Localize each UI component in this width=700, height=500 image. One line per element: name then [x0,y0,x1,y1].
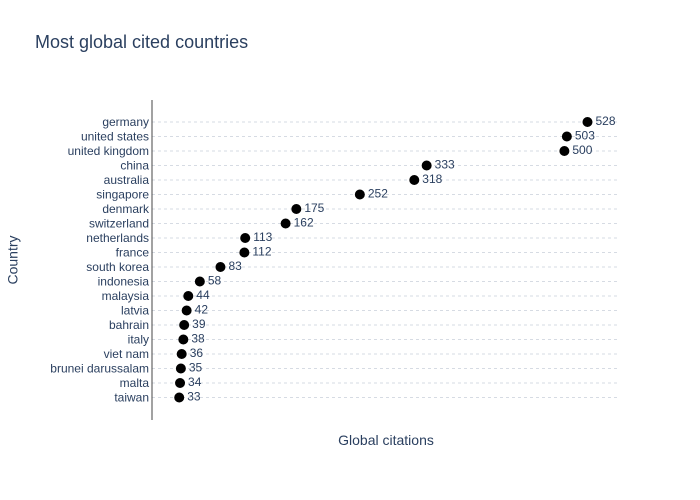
data-point[interactable] [179,320,190,330]
data-label: 503 [575,129,595,143]
data-point[interactable] [354,189,365,200]
data-label: 318 [422,172,442,186]
data-point[interactable] [215,262,226,272]
y-tick-label: france [116,246,150,260]
y-tick-label: taiwan [114,391,149,405]
data-label: 252 [368,187,388,201]
data-point[interactable] [582,117,593,127]
data-label: 175 [304,201,324,215]
y-tick-label: indonesia [98,275,150,289]
data-label: 33 [187,390,201,404]
data-point[interactable] [194,276,205,287]
gridlines [152,121,618,398]
data-label: 112 [252,245,271,259]
data-label: 333 [435,158,455,172]
y-tick-label: viet nam [104,347,149,361]
data-label: 39 [192,317,206,331]
data-point[interactable] [175,363,186,374]
data-point[interactable] [409,175,420,185]
data-label: 162 [294,216,314,230]
y-tick-label: switzerland [89,217,149,231]
data-label: 36 [190,346,204,360]
y-tick-label: malta [120,376,150,390]
y-tick-label: singapore [96,188,149,202]
y-tick-label: malaysia [102,289,150,303]
y-axis-label: Country [5,235,21,284]
y-tick-label: bahrain [109,318,149,332]
data-point[interactable] [178,334,189,345]
chart-title: Most global cited countries [35,32,249,52]
data-point[interactable] [291,204,302,214]
y-tick-label: denmark [102,202,150,216]
data-label: 500 [572,143,592,157]
data-points [174,117,593,403]
data-label: 113 [253,230,272,244]
data-label: 44 [196,288,210,302]
data-label: 35 [189,361,203,375]
y-tick-label: united states [81,130,149,144]
y-tick-label: australia [104,173,150,187]
data-point[interactable] [559,146,570,156]
data-label: 34 [188,375,202,389]
data-point[interactable] [175,378,186,388]
data-point[interactable] [240,233,251,243]
data-label: 83 [228,259,242,273]
x-axis-label: Global citations [338,432,434,448]
data-label: 58 [208,274,222,288]
y-tick-label: netherlands [86,231,149,245]
data-label: 38 [191,332,205,346]
data-point[interactable] [176,349,187,359]
data-point[interactable] [183,291,194,301]
y-tick-label: italy [128,333,149,347]
y-tick-label: latvia [121,304,149,318]
y-tick-label: south korea [86,260,149,274]
y-tick-label: united kingdom [68,144,149,158]
data-label: 528 [595,114,615,128]
y-tick-label: brunei darussalam [50,362,149,376]
data-label: 42 [195,303,209,317]
data-point[interactable] [280,218,291,229]
data-point[interactable] [181,305,192,316]
y-tick-label: germany [102,115,149,129]
data-point[interactable] [239,247,250,258]
y-tick-label: china [120,159,149,173]
data-point[interactable] [174,392,185,403]
data-point[interactable] [561,131,572,142]
data-point[interactable] [421,160,432,171]
